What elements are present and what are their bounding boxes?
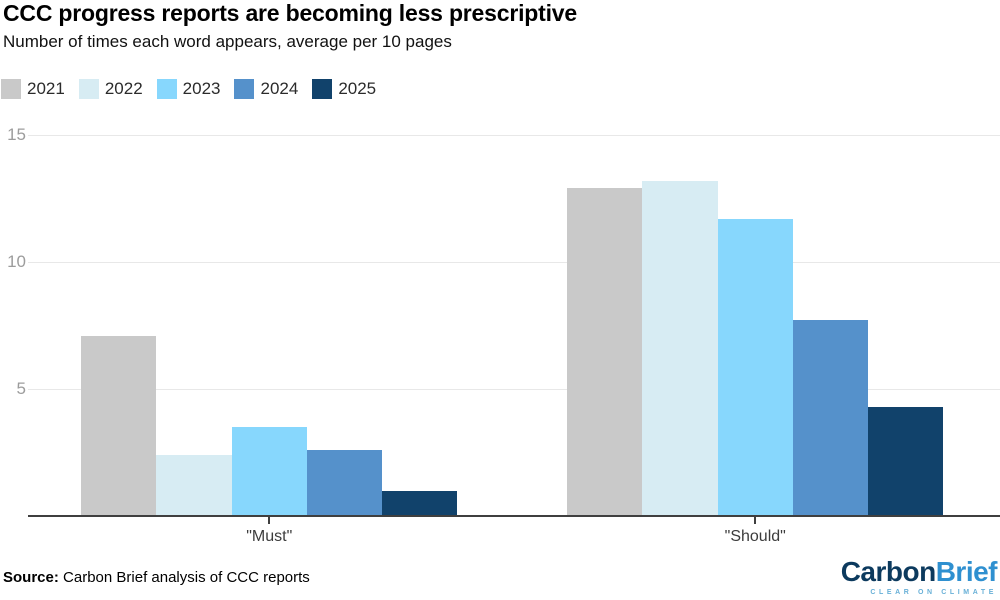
legend-item-2024: 2024 [234, 79, 298, 99]
carbonbrief-logo-wordmark: CarbonBrief [840, 556, 998, 587]
legend-item-2025: 2025 [312, 79, 376, 99]
chart-subtitle: Number of times each word appears, avera… [3, 32, 452, 51]
legend-swatch-2022 [78, 79, 99, 99]
legend-label-2021: 2021 [27, 79, 65, 98]
bar-2024-group1 [306, 449, 383, 516]
bar-2024-group2 [792, 320, 869, 516]
bar-2021-group1 [81, 335, 157, 516]
legend-swatch-2023 [156, 79, 177, 99]
gridline-y-15 [28, 135, 1000, 136]
x-axis-line [28, 515, 1000, 517]
legend-label-2023: 2023 [182, 79, 221, 98]
legend-item-2022: 2022 [78, 79, 143, 99]
y-axis-tick-label-10: 10 [7, 252, 26, 271]
legend-swatch-2024 [234, 79, 255, 99]
logo-brief-text: Brief [935, 556, 998, 587]
source-note: Source: Carbon Brief analysis of CCC rep… [3, 569, 310, 586]
bar-2022-group2 [642, 180, 718, 516]
x-axis-tick-group2 [754, 517, 757, 524]
bar-2023-group1 [231, 427, 307, 516]
legend-label-2022: 2022 [104, 79, 143, 98]
legend-swatch-2021 [1, 79, 21, 99]
carbonbrief-logo: CarbonBrief CLEAR ON CLIMATE [840, 556, 998, 597]
x-axis-category-label-group2: "Should" [724, 528, 786, 545]
legend-item-2021: 2021 [1, 79, 65, 99]
bar-2023-group2 [717, 218, 793, 516]
source-text: Carbon Brief analysis of CCC reports [58, 569, 310, 586]
x-axis-tick-group1 [268, 517, 271, 524]
legend-item-2023: 2023 [156, 79, 221, 99]
legend-label-2024: 2024 [260, 79, 299, 98]
source-label: Source: [3, 569, 59, 586]
bar-2025-group2 [868, 406, 944, 516]
legend: 2021 2022 2023 2024 2025 [1, 79, 390, 99]
y-axis-tick-label-5: 5 [16, 379, 26, 398]
chart-title: CCC progress reports are becoming less p… [3, 0, 577, 26]
gridline-y-10 [28, 262, 1000, 263]
logo-carbon-text: Carbon [840, 556, 937, 587]
bar-2022-group1 [156, 455, 232, 516]
legend-label-2025: 2025 [338, 79, 377, 98]
y-axis-tick-label-15: 15 [7, 125, 26, 144]
logo-tagline: CLEAR ON CLIMATE [870, 589, 997, 596]
bar-2025-group1 [382, 490, 458, 516]
gridline-y-5 [28, 389, 1000, 390]
x-axis-category-label-group1: "Must" [246, 528, 293, 545]
legend-swatch-2025 [312, 79, 333, 99]
bar-2021-group2 [567, 188, 643, 516]
